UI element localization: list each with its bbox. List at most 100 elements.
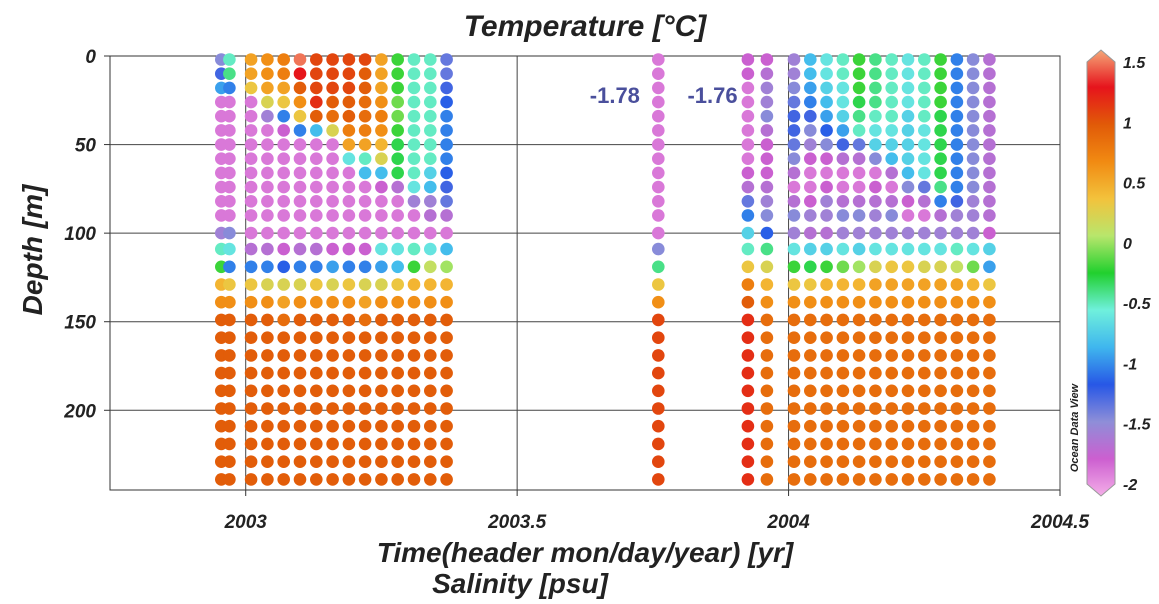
- data-point: [261, 180, 274, 194]
- data-point: [440, 124, 453, 137]
- data-point: [440, 384, 453, 398]
- data-point: [885, 109, 898, 123]
- data-point: [244, 366, 258, 380]
- data-point: [804, 331, 817, 345]
- data-point: [950, 331, 964, 345]
- data-point: [244, 152, 258, 165]
- data-point: [787, 195, 801, 208]
- data-point: [652, 260, 665, 274]
- data-point: [804, 195, 817, 208]
- data-point: [820, 138, 833, 151]
- data-point: [310, 384, 323, 398]
- data-point: [424, 81, 437, 95]
- data-point: [326, 260, 339, 274]
- data-point: [391, 166, 405, 180]
- data-point: [852, 384, 866, 398]
- data-point: [852, 166, 866, 180]
- data-point: [277, 402, 291, 415]
- data-point: [934, 349, 947, 362]
- data-point: [836, 313, 850, 327]
- data-point: [869, 295, 882, 309]
- y-tick-label: 150: [64, 313, 96, 334]
- data-point: [983, 226, 996, 240]
- data-point: [852, 226, 866, 240]
- data-point: [901, 384, 915, 398]
- data-point: [326, 195, 339, 208]
- data-point: [407, 124, 421, 137]
- data-point: [934, 209, 947, 222]
- data-point: [901, 473, 915, 486]
- data-point: [407, 313, 421, 327]
- data-point: [424, 419, 437, 433]
- data-point: [244, 313, 258, 327]
- data-point: [787, 366, 801, 380]
- x-tick-label: 2004.5: [1030, 512, 1090, 533]
- data-point: [885, 195, 898, 208]
- data-point: [836, 331, 850, 345]
- data-point: [804, 437, 817, 451]
- data-point: [310, 295, 323, 309]
- data-point: [342, 278, 356, 291]
- data-point: [391, 313, 405, 327]
- data-point: [310, 419, 323, 433]
- data-point: [326, 138, 339, 151]
- data-point: [950, 242, 964, 256]
- data-point: [983, 473, 996, 486]
- data-point: [741, 260, 755, 274]
- data-point: [983, 67, 996, 80]
- data-point: [293, 473, 307, 486]
- data-point: [244, 109, 258, 123]
- data-point: [741, 384, 755, 398]
- data-point: [342, 195, 356, 208]
- data-point: [918, 195, 931, 208]
- data-point: [787, 124, 801, 137]
- data-point: [950, 67, 964, 80]
- data-point: [407, 209, 421, 222]
- data-point: [741, 366, 755, 380]
- data-point: [391, 124, 405, 137]
- data-point: [885, 437, 898, 451]
- data-point: [820, 195, 833, 208]
- data-point: [424, 402, 437, 415]
- data-point: [787, 138, 801, 151]
- data-point: [983, 152, 996, 165]
- data-point: [901, 295, 915, 309]
- data-point: [358, 402, 372, 415]
- data-point: [918, 402, 931, 415]
- data-point: [277, 53, 291, 66]
- data-point: [358, 278, 372, 291]
- data-point: [787, 349, 801, 362]
- data-point: [261, 331, 274, 345]
- data-point: [358, 67, 372, 80]
- colorbar-tick-label: 0.5: [1123, 176, 1146, 193]
- data-point: [918, 81, 931, 95]
- data-point: [787, 209, 801, 222]
- data-point: [836, 278, 850, 291]
- data-point: [326, 437, 339, 451]
- data-point: [277, 331, 291, 345]
- data-point: [918, 295, 931, 309]
- data-point: [787, 180, 801, 194]
- data-point: [223, 166, 236, 180]
- data-point: [760, 366, 774, 380]
- data-point: [852, 124, 866, 137]
- data-point: [760, 313, 774, 327]
- data-point: [983, 402, 996, 415]
- data-point: [804, 366, 817, 380]
- data-point: [787, 402, 801, 415]
- data-point: [440, 152, 453, 165]
- data-point: [326, 402, 339, 415]
- data-point: [244, 95, 258, 109]
- data-point: [375, 166, 388, 180]
- data-point: [760, 331, 774, 345]
- data-point: [424, 278, 437, 291]
- data-point: [652, 402, 665, 415]
- data-point: [293, 180, 307, 194]
- data-point: [261, 313, 274, 327]
- data-point: [375, 331, 388, 345]
- data-point: [277, 295, 291, 309]
- data-point: [836, 180, 850, 194]
- data-point: [244, 437, 258, 451]
- data-point: [950, 195, 964, 208]
- data-point: [293, 349, 307, 362]
